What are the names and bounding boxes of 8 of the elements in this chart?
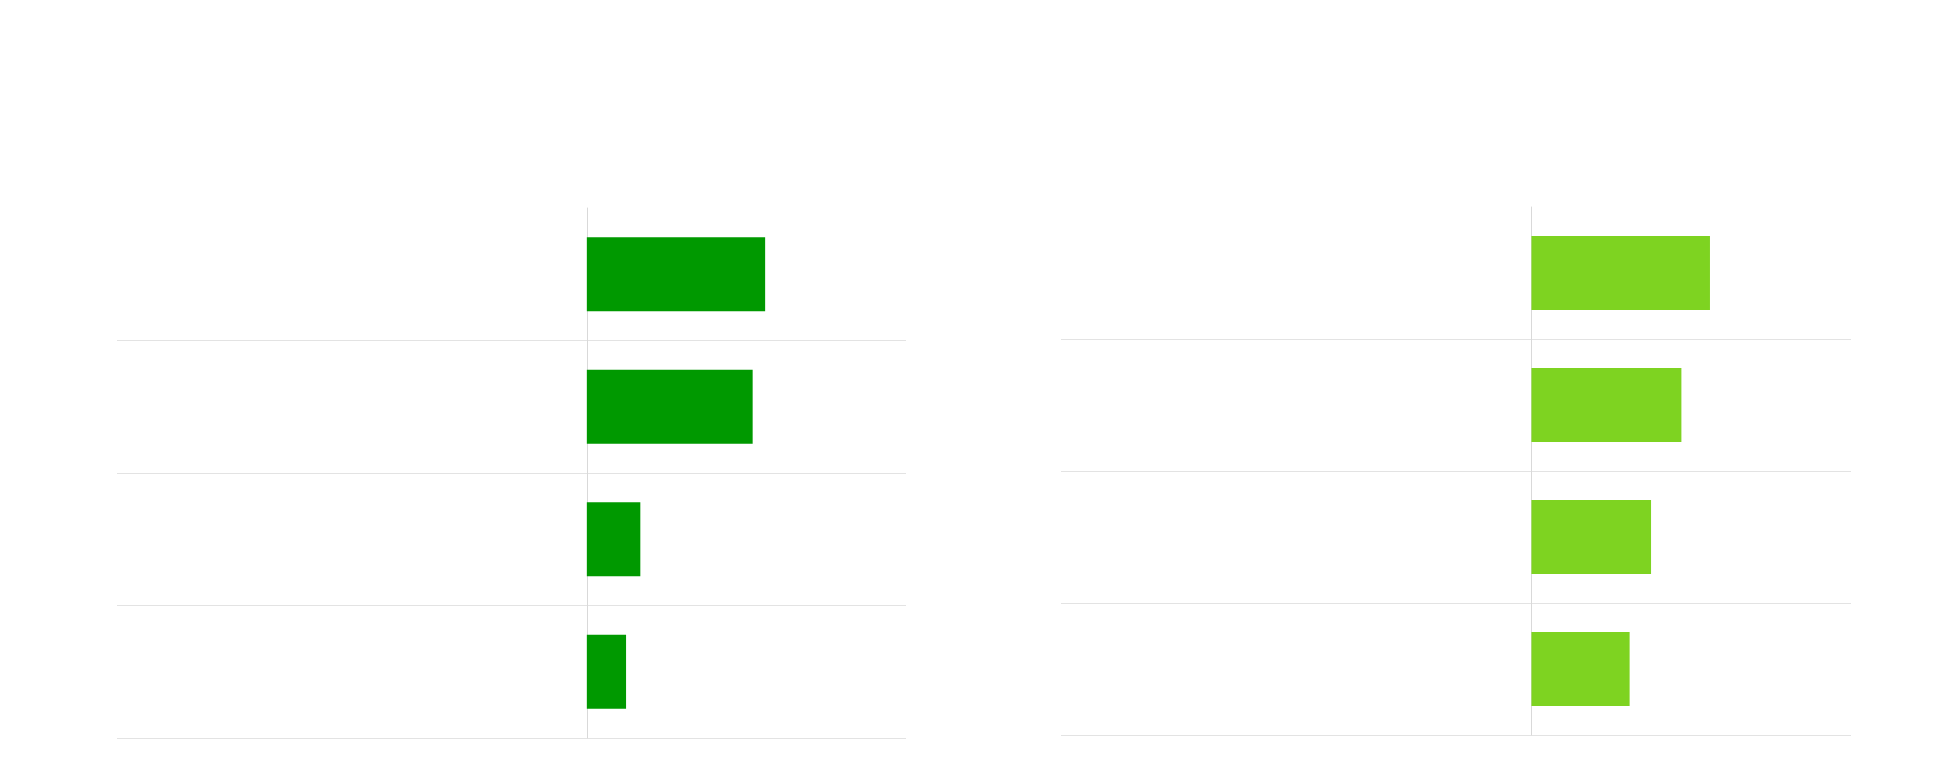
bar xyxy=(1531,368,1682,442)
bar xyxy=(1531,500,1652,574)
bar xyxy=(586,237,766,312)
bar xyxy=(1531,236,1710,310)
bar xyxy=(1531,632,1630,706)
bar xyxy=(586,502,641,577)
bar xyxy=(586,634,627,709)
bar xyxy=(586,369,753,444)
